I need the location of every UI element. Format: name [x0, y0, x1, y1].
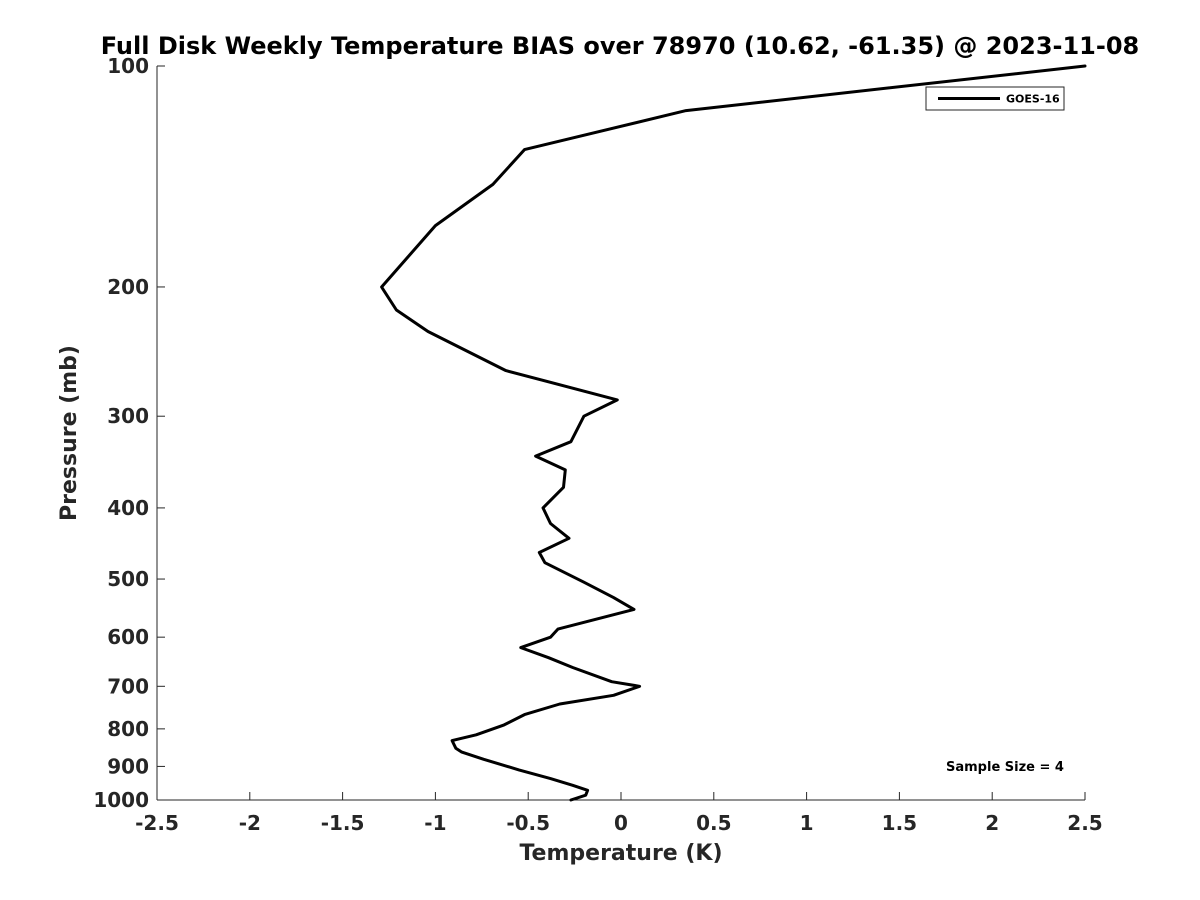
y-tick-label: 500 [107, 567, 149, 591]
series-line-goes-16 [380, 64, 1087, 802]
legend: GOES-16 [925, 86, 1065, 111]
y-tick-label: 600 [107, 625, 149, 649]
x-axis-label: Temperature (K) [519, 841, 722, 866]
y-tick-label: 1000 [93, 788, 149, 812]
y-tick-label: 900 [107, 754, 149, 778]
x-tick-label: 1 [800, 811, 814, 835]
y-tick-label: 200 [107, 275, 149, 299]
x-tick-label: -0.5 [506, 811, 550, 835]
series-layer [380, 64, 1087, 802]
x-tick-label: -1 [424, 811, 446, 835]
x-tick-label: 0.5 [696, 811, 731, 835]
x-tick-label: 0 [614, 811, 628, 835]
x-tick-label: -2.5 [135, 811, 179, 835]
chart-title: Full Disk Weekly Temperature BIAS over 7… [101, 32, 1140, 60]
legend-label-goes-16: GOES-16 [1006, 93, 1060, 106]
x-ticks: -2.5 -2 -1.5 -1 -0.5 0 0.5 1 1.5 2 2.5 [135, 792, 1103, 835]
y-tick-label: 700 [107, 674, 149, 698]
x-tick-label: 1.5 [882, 811, 917, 835]
y-tick-label: 800 [107, 717, 149, 741]
y-tick-label: 100 [107, 54, 149, 78]
x-tick-label: 2 [985, 811, 999, 835]
x-tick-label: -2 [239, 811, 261, 835]
sample-size-annotation: Sample Size = 4 [946, 760, 1064, 775]
y-axis-label: Pressure (mb) [57, 345, 82, 521]
x-tick-label: 2.5 [1067, 811, 1102, 835]
y-tick-label: 300 [107, 404, 149, 428]
plot-area: -2.5 -2 -1.5 -1 -0.5 0 0.5 1 1.5 2 2.5 100 200 300 40… [93, 54, 1102, 835]
x-tick-label: -1.5 [321, 811, 365, 835]
y-tick-label: 400 [107, 496, 149, 520]
y-ticks: 100 200 300 400 500 600 700 800 900 1000 [93, 54, 165, 812]
